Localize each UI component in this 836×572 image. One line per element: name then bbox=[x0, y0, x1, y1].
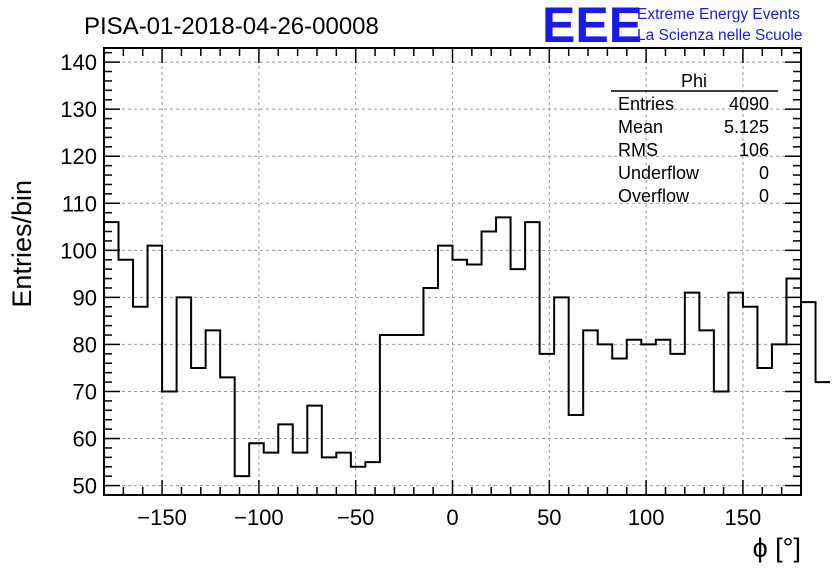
x-tick-label: −100 bbox=[234, 505, 284, 530]
x-tick-label: −50 bbox=[337, 505, 374, 530]
y-tick-label: 110 bbox=[62, 191, 97, 216]
stats-rows: Entries 4090 Mean 5.125 RMS 106 Underflow 0 Over… bbox=[618, 94, 769, 206]
stats-title: Phi bbox=[681, 71, 707, 91]
logo-mark: EEE bbox=[542, 0, 642, 53]
stats-row-label: RMS bbox=[618, 140, 658, 160]
chart-title: PISA-01-2018-04-26-00008 bbox=[84, 13, 379, 40]
stats-row-label: Entries bbox=[618, 94, 674, 114]
y-tick-label: 90 bbox=[73, 285, 97, 310]
x-tick-label: 100 bbox=[628, 505, 665, 530]
y-tick-label: 140 bbox=[60, 50, 97, 75]
stats-row-label: Overflow bbox=[618, 186, 690, 206]
x-tick-labels: −150 −100 −50 0 50 100 150 bbox=[137, 505, 761, 530]
axis-ticks bbox=[103, 48, 802, 495]
y-tick-labels: 50 60 70 80 90 100 110 120 130 140 bbox=[60, 50, 97, 498]
logo-line-2: La Scienza nelle Scuole bbox=[637, 27, 802, 44]
y-tick-label: 130 bbox=[60, 97, 97, 122]
stats-box: Phi Entries 4090 Mean 5.125 RMS 106 Underflow 0… bbox=[611, 71, 778, 206]
y-tick-label: 120 bbox=[60, 144, 97, 169]
x-tick-label: 150 bbox=[725, 505, 762, 530]
x-tick-label: 0 bbox=[446, 505, 458, 530]
stats-row-value: 106 bbox=[739, 140, 769, 160]
y-tick-label: 60 bbox=[73, 427, 97, 452]
y-tick-label: 70 bbox=[73, 379, 97, 404]
stats-row-label: Mean bbox=[618, 117, 663, 137]
eee-logo: EEE Extreme Energy Events La Scienza nel… bbox=[542, 0, 802, 53]
stats-row-value: 0 bbox=[759, 186, 769, 206]
x-tick-label: −150 bbox=[137, 505, 187, 530]
stats-row-value: 4090 bbox=[729, 94, 769, 114]
y-tick-label: 100 bbox=[60, 238, 97, 263]
y-tick-label: 80 bbox=[73, 332, 97, 357]
y-tick-label: 50 bbox=[73, 474, 97, 499]
stats-row-label: Underflow bbox=[618, 163, 700, 183]
x-axis-label: ϕ [°] bbox=[753, 533, 801, 563]
x-tick-label: 50 bbox=[537, 505, 561, 530]
stats-row-value: 0 bbox=[759, 163, 769, 183]
grid-lines bbox=[104, 48, 801, 495]
histogram-series bbox=[104, 216, 831, 478]
y-axis-label: Entries/bin bbox=[7, 180, 37, 308]
stats-row-value: 5.125 bbox=[724, 117, 769, 137]
logo-line-1: Extreme Energy Events bbox=[637, 6, 800, 23]
